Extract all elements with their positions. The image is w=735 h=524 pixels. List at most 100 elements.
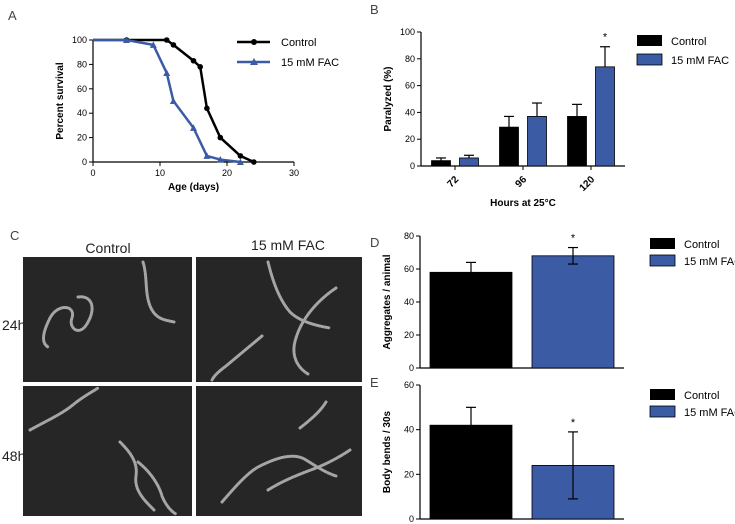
control-survival-point xyxy=(190,57,197,64)
legend-d-control-swatch xyxy=(650,238,675,249)
control-survival-line xyxy=(93,38,255,164)
legend-a-control-marker xyxy=(251,39,257,45)
worm-shape xyxy=(141,260,176,324)
micrograph-row-label-24h: 24h xyxy=(2,317,25,333)
worm-shape xyxy=(220,454,338,504)
panel-letter-b: B xyxy=(370,2,379,17)
fac-survival-point xyxy=(236,158,244,165)
a-y-tick-label: 40 xyxy=(77,108,87,118)
b-y-tick-label: 40 xyxy=(405,107,415,117)
b-significance-marker: * xyxy=(603,32,608,44)
panel-letter-c: C xyxy=(10,228,19,243)
micrograph-row-label-48h: 48h xyxy=(2,448,25,464)
d-y-tick-label: 80 xyxy=(404,231,414,241)
b-y-tick-label: 0 xyxy=(410,161,415,171)
a-x-tick-label: 20 xyxy=(222,168,232,178)
panel-letter-d: D xyxy=(370,235,379,250)
worm-shape xyxy=(266,260,332,330)
paralysis-chart: 0 20 40 60 80 100 Paralyzed (%) 72 96 120 * Hours a… xyxy=(383,27,625,209)
legend-a-control-label: Control xyxy=(281,37,316,49)
fac-paralysis-bar xyxy=(459,157,479,167)
legend-b-fac-swatch xyxy=(636,53,663,66)
fac-paralysis-bar xyxy=(595,66,615,167)
d-y-axis-label: Aggregates / animal xyxy=(382,254,393,349)
legend-e-control-label: Control xyxy=(684,390,719,402)
legend-b-fac-label: 15 mM FAC xyxy=(671,55,729,67)
fac-survival-point xyxy=(163,69,171,76)
b-y-tick-label: 20 xyxy=(405,134,415,144)
micrograph-col-label-fac: 15 mM FAC xyxy=(251,237,325,253)
legend-b-control-swatch xyxy=(637,35,662,46)
fac-survival-point xyxy=(216,156,224,163)
e-y-tick-label: 0 xyxy=(409,514,414,524)
d-y-tick-label: 40 xyxy=(404,297,414,307)
a-y-tick-label: 60 xyxy=(77,84,87,94)
e-y-tick-label: 40 xyxy=(404,425,414,435)
b-y-tick-label: 100 xyxy=(400,27,415,37)
legend-a-fac-label: 15 mM FAC xyxy=(281,57,339,69)
legend-d: Control 15 mM FAC xyxy=(649,238,735,268)
a-x-tick-label: 0 xyxy=(90,168,95,178)
a-y-tick-label: 20 xyxy=(77,133,87,143)
a-x-tick-label: 30 xyxy=(289,168,299,178)
d-y-tick-label: 60 xyxy=(404,264,414,274)
worm-shape xyxy=(42,295,94,349)
control-survival-point xyxy=(197,64,203,70)
fac-aggregates-bar xyxy=(531,255,615,369)
legend-b: Control 15 mM FAC xyxy=(636,35,729,67)
micrograph-grid: Control 15 mM FAC 24h 48h xyxy=(2,237,362,516)
control-survival-point xyxy=(163,37,170,43)
fac-paralysis-bar xyxy=(527,116,547,167)
b-y-axis-label: Paralyzed (%) xyxy=(383,66,394,131)
control-paralysis-bar xyxy=(499,126,519,167)
micrograph-control-48h xyxy=(23,386,192,516)
legend-a-fac-marker xyxy=(250,58,258,65)
legend-d-fac-label: 15 mM FAC xyxy=(684,256,735,268)
fac-survival-point xyxy=(149,41,157,48)
worm-shape xyxy=(28,386,100,432)
micrograph-fac-24h xyxy=(196,257,362,382)
control-survival-point xyxy=(237,153,244,159)
b-x-tick-label: 96 xyxy=(513,174,529,190)
b-y-tick-label: 60 xyxy=(405,81,415,91)
fac-survival-line xyxy=(93,38,241,164)
legend-e-fac-swatch xyxy=(649,405,676,418)
worm-shape xyxy=(266,448,352,492)
b-y-tick-label: 80 xyxy=(405,54,415,64)
control-survival-point xyxy=(217,134,224,141)
worm-shape xyxy=(210,334,264,382)
legend-e: Control 15 mM FAC xyxy=(649,389,735,419)
legend-e-control-swatch xyxy=(650,389,675,400)
a-x-tick-label: 10 xyxy=(155,168,165,178)
b-x-tick-label: 72 xyxy=(445,174,461,190)
worm-shape xyxy=(136,460,178,516)
e-significance-marker: * xyxy=(571,417,576,429)
fac-survival-point xyxy=(123,36,130,43)
panel-letter-a: A xyxy=(8,8,17,23)
a-x-axis-label: Age (days) xyxy=(168,182,219,193)
legend-a: Control 15 mM FAC xyxy=(237,37,339,69)
micrograph-col-label-control: Control xyxy=(85,240,130,256)
legend-b-control-label: Control xyxy=(671,36,706,48)
legend-d-fac-swatch xyxy=(649,254,676,267)
a-y-axis-label: Percent survival xyxy=(55,62,66,139)
fac-survival-point xyxy=(190,124,197,131)
b-x-tick-label: 120 xyxy=(578,174,598,194)
body-bends-chart: 0 20 40 60 Body bends / 30s * xyxy=(382,380,624,524)
b-x-axis-label: Hours at 25°C xyxy=(490,198,556,209)
e-y-tick-label: 60 xyxy=(404,380,414,390)
panel-letter-e: E xyxy=(370,375,379,390)
control-aggregates-bar xyxy=(429,271,513,369)
e-y-axis-label: Body bends / 30s xyxy=(382,410,393,493)
d-y-tick-label: 20 xyxy=(404,330,414,340)
micrograph-fac-48h xyxy=(196,386,362,516)
legend-e-fac-label: 15 mM FAC xyxy=(684,407,735,419)
control-paralysis-bar xyxy=(431,160,451,167)
fac-survival-point xyxy=(169,97,177,104)
e-y-tick-label: 20 xyxy=(404,469,414,479)
a-y-tick-label: 100 xyxy=(72,35,87,45)
a-y-tick-label: 0 xyxy=(82,157,87,167)
control-survival-point xyxy=(251,159,257,165)
aggregates-chart: 0 20 40 60 80 Aggregates / animal * xyxy=(382,231,624,373)
